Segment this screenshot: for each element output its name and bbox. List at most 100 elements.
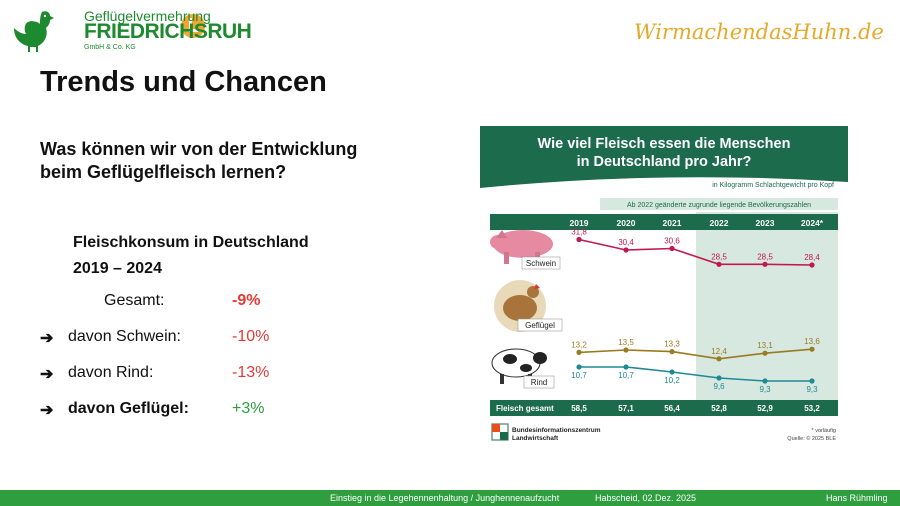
data-point <box>623 247 629 253</box>
data-point <box>762 378 768 384</box>
data-label: 31,8 <box>571 228 587 237</box>
series-label-bg <box>521 256 561 270</box>
totals-label: Fleisch gesamt <box>496 404 554 413</box>
ble-logo-icon <box>491 423 509 441</box>
consumption-row-label: davon Schwein: <box>68 328 181 345</box>
series-line-1 <box>578 348 813 360</box>
data-label: 28,5 <box>757 252 773 261</box>
totals-row-bg <box>490 400 838 416</box>
data-label: 13,1 <box>757 341 773 350</box>
series-layer: 31,8 30,4 30,6 28,5 28,5 28,4 13,2 13,5 13,3 12,4… <box>571 228 820 395</box>
data-label: 9,3 <box>806 385 818 394</box>
data-label: 30,4 <box>618 238 634 247</box>
series-label-bg <box>517 318 563 332</box>
data-point <box>576 364 582 370</box>
total-value: 52,9 <box>757 404 773 413</box>
subtitle: Was können wir von der Entwicklung beim … <box>40 139 358 182</box>
data-point <box>762 261 768 267</box>
band-note-bg <box>600 198 838 210</box>
series-line-0 <box>578 238 813 266</box>
data-label: 30,6 <box>664 237 680 246</box>
total-value: 52,8 <box>711 404 727 413</box>
data-label: 9,3 <box>759 385 771 394</box>
data-label: 9,6 <box>713 382 725 391</box>
year-label: 2021 <box>663 218 682 228</box>
data-point <box>576 236 582 243</box>
consumption-row-pork: ➔ davon Schwein: -10% <box>40 328 340 348</box>
consumption-row-label: Gesamt: <box>104 292 165 309</box>
data-point <box>576 349 582 355</box>
data-label: 28,5 <box>711 252 727 261</box>
data-point <box>809 262 815 268</box>
data-point <box>762 350 768 356</box>
data-label: 13,5 <box>618 338 634 347</box>
data-point <box>623 347 629 353</box>
series-label-poultry: Geflügel <box>525 321 555 330</box>
year-label: 2022 <box>710 218 729 228</box>
org-line-2: Landwirtschaft <box>512 435 559 442</box>
data-label: 13,3 <box>664 340 680 349</box>
totals-labels: 58,5 57,1 56,4 52,8 52,9 53,2 <box>571 404 820 413</box>
arrow-right-icon: ➔ <box>40 366 54 383</box>
infographic-header-curve <box>480 177 848 196</box>
data-label: 10,7 <box>618 371 634 380</box>
data-point <box>716 375 722 381</box>
unit-note: in Kilogramm Schlachtgewicht pro Kopf <box>712 182 834 189</box>
series-label-beef: Rind <box>531 378 547 387</box>
data-point <box>669 369 675 375</box>
footer-course: Einstieg in die Legehennenhaltung / Jung… <box>330 493 560 503</box>
arrow-right-icon: ➔ <box>40 330 54 347</box>
consumption-row-value: -10% <box>232 328 270 345</box>
infographic: Wie viel Fleisch essen die Menschen in D… <box>480 126 848 452</box>
data-point <box>716 356 722 362</box>
data-label: 28,4 <box>804 253 820 262</box>
year-label: 2019 <box>570 218 589 228</box>
total-value: 56,4 <box>664 404 680 413</box>
data-point <box>809 378 815 384</box>
cow-icon <box>491 348 547 384</box>
consumption-row-beef: ➔ davon Rind: -13% <box>40 364 340 384</box>
total-value: 57,1 <box>618 404 634 413</box>
consumption-row-label: davon Geflügel: <box>68 400 189 417</box>
meat-consumption-chart: Wie viel Fleisch essen die Menschen in D… <box>480 126 848 442</box>
consumption-row-total: Gesamt: -9% <box>40 292 340 312</box>
infographic-title-line-1: Wie viel Fleisch essen die Menschen <box>538 136 791 152</box>
footer-place-date: Habscheid, 02.Dez. 2025 <box>595 493 697 503</box>
year-label: 2023 <box>756 218 775 228</box>
data-label: 13,2 <box>571 340 587 349</box>
data-label: 13,6 <box>804 337 820 346</box>
consumption-heading-line-1: Fleischkonsum in Deutschland <box>73 234 309 251</box>
consumption-row-poultry: ➔ davon Geflügel: +3% <box>40 400 340 420</box>
source-note: Quelle: © 2025 BLE <box>787 435 836 442</box>
year-header-bg <box>490 214 838 230</box>
series-label-bg <box>523 375 555 389</box>
year-label: 2020 <box>617 218 636 228</box>
data-point <box>669 349 675 355</box>
year-labels: 2019 2020 2021 2022 2023 2024* <box>570 218 824 228</box>
consumption-row-value: -9% <box>232 292 261 309</box>
preliminary-note: * vorläufig <box>812 428 836 434</box>
total-value: 58,5 <box>571 404 587 413</box>
footer-bar <box>0 490 900 506</box>
infographic-title-line-2: in Deutschland pro Jahr? <box>577 154 752 170</box>
data-label: 10,7 <box>571 371 587 380</box>
data-point <box>809 346 815 352</box>
series-label-pork: Schwein <box>526 259 556 268</box>
band-note: Ab 2022 geänderte zugrunde liegende Bevö… <box>627 202 811 209</box>
page-title: Trends und Chancen <box>40 66 327 98</box>
data-label: 10,2 <box>664 376 680 385</box>
consumption-row-label: davon Rind: <box>68 364 154 381</box>
data-label: 12,4 <box>711 347 727 356</box>
logo <box>10 6 205 56</box>
arrow-right-icon: ➔ <box>40 402 54 419</box>
lohmann-seal-icon <box>181 14 205 38</box>
data-point <box>669 245 675 252</box>
data-point <box>623 364 629 370</box>
consumption-row-value: +3% <box>232 400 265 417</box>
shaded-period <box>696 212 838 400</box>
consumption-row-value: -13% <box>232 364 270 381</box>
logo-line-1: Geflügelvermehrung <box>84 8 211 24</box>
logo-line-2: FRIEDRICHSRUH <box>84 20 252 43</box>
brand-slogan: WirmachendasHuhn.de <box>634 20 884 44</box>
year-label: 2024* <box>801 218 824 228</box>
